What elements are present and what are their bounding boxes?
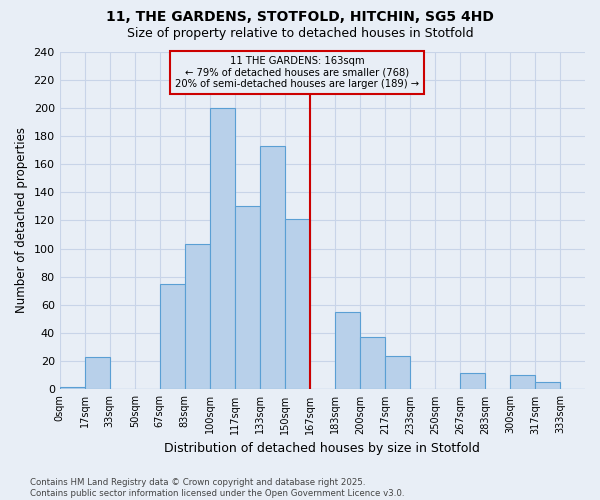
Text: 11 THE GARDENS: 163sqm
← 79% of detached houses are smaller (768)
20% of semi-de: 11 THE GARDENS: 163sqm ← 79% of detached… bbox=[175, 56, 419, 89]
Bar bbox=[285, 219, 310, 390]
Text: Size of property relative to detached houses in Stotfold: Size of property relative to detached ho… bbox=[127, 28, 473, 40]
Bar bbox=[160, 284, 185, 390]
Bar bbox=[59, 386, 85, 390]
Bar bbox=[385, 356, 410, 390]
Bar bbox=[85, 357, 110, 390]
Bar bbox=[235, 206, 260, 390]
Bar bbox=[210, 108, 235, 390]
Bar bbox=[535, 382, 560, 390]
Bar bbox=[360, 338, 385, 390]
Text: 11, THE GARDENS, STOTFOLD, HITCHIN, SG5 4HD: 11, THE GARDENS, STOTFOLD, HITCHIN, SG5 … bbox=[106, 10, 494, 24]
Bar bbox=[510, 376, 535, 390]
Bar bbox=[335, 312, 360, 390]
Bar bbox=[260, 146, 285, 390]
Bar bbox=[185, 244, 210, 390]
Text: Contains HM Land Registry data © Crown copyright and database right 2025.
Contai: Contains HM Land Registry data © Crown c… bbox=[30, 478, 404, 498]
Y-axis label: Number of detached properties: Number of detached properties bbox=[15, 128, 28, 314]
Bar bbox=[460, 372, 485, 390]
X-axis label: Distribution of detached houses by size in Stotfold: Distribution of detached houses by size … bbox=[164, 442, 480, 455]
